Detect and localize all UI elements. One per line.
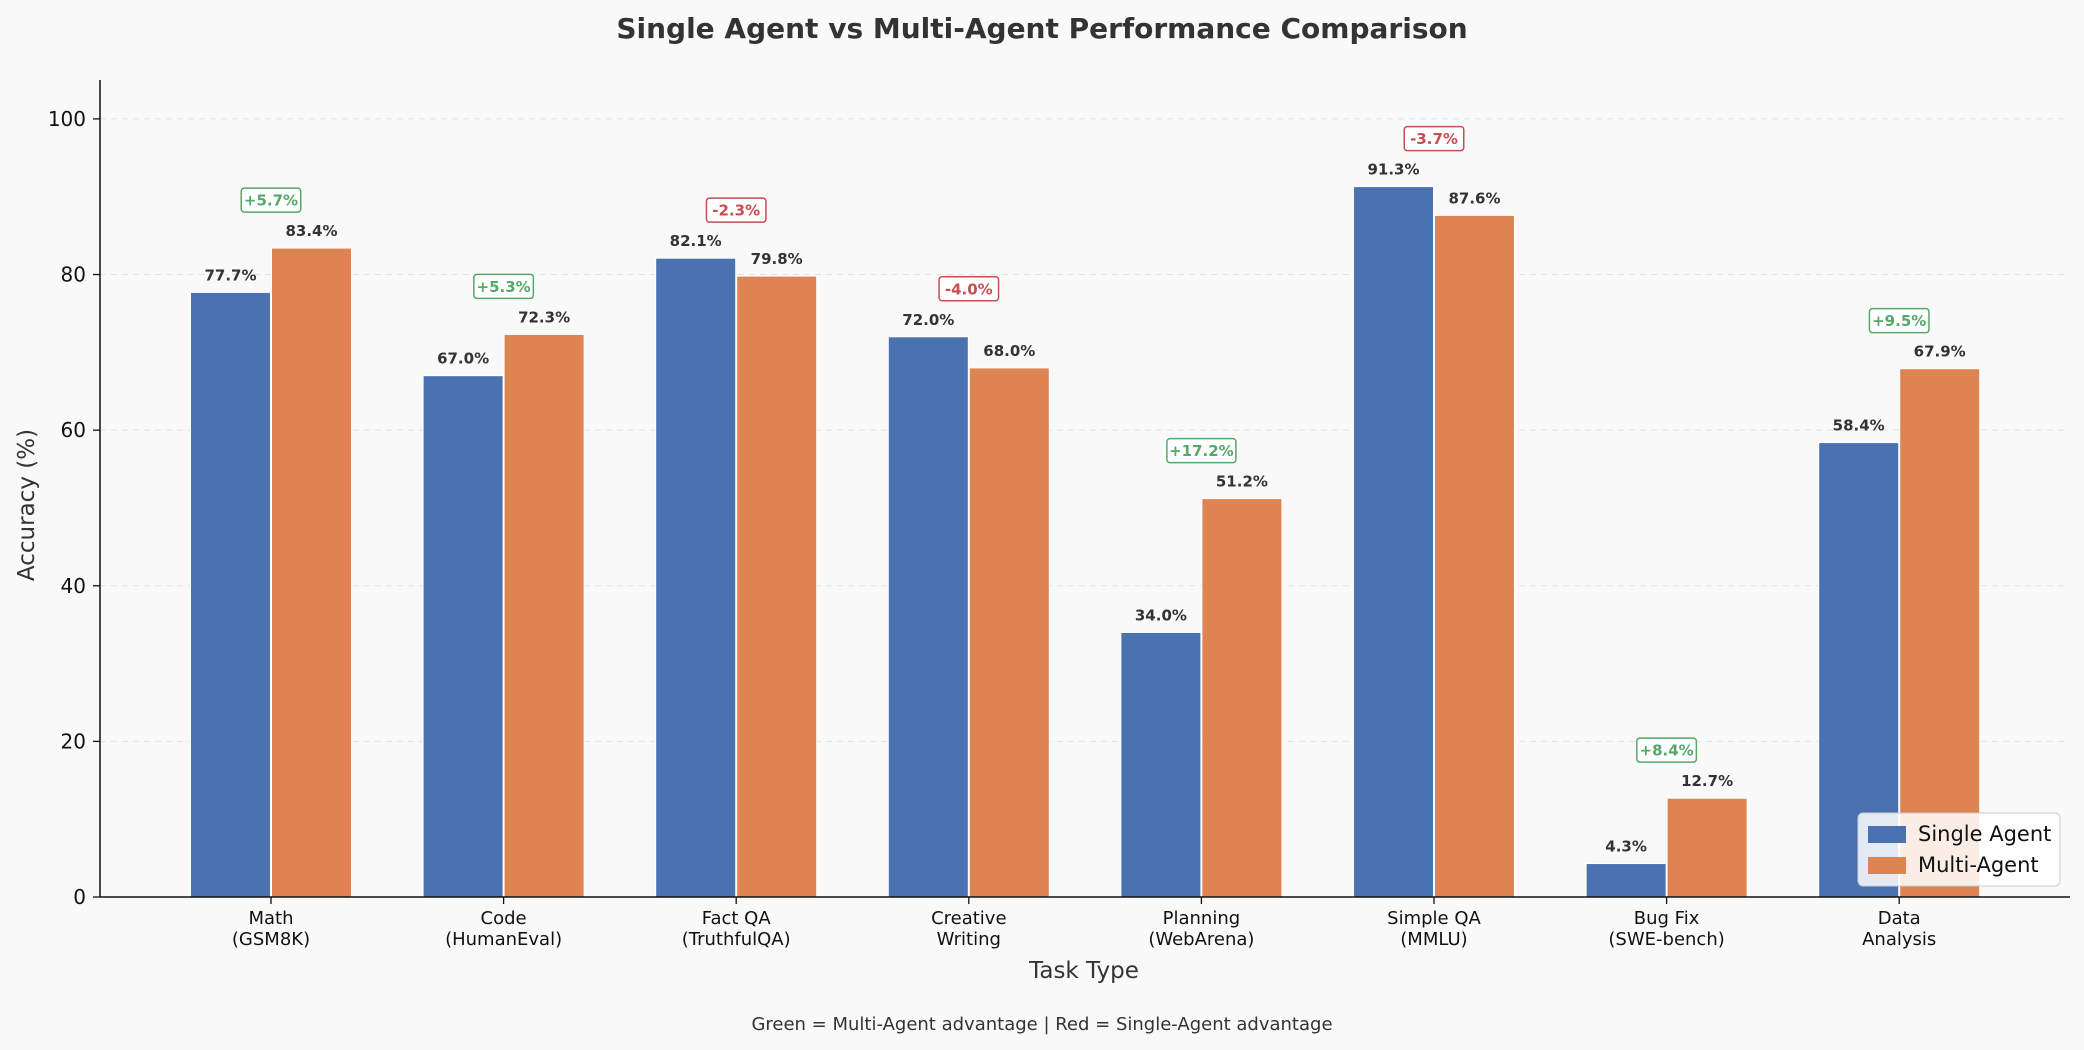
footnote: Green = Multi-Agent advantage | Red = Si…	[751, 1014, 1332, 1035]
difference-label: +5.3%	[477, 278, 531, 296]
badge-box	[473, 273, 535, 300]
difference-badge: +17.2%	[1166, 437, 1237, 464]
x-tick-label: Planning	[1163, 908, 1241, 929]
badge-box	[1403, 125, 1465, 152]
bar-multi-agent	[736, 275, 818, 898]
x-tick-label: (MMLU)	[1400, 929, 1467, 950]
axes	[99, 80, 2070, 898]
bar-single-agent	[887, 336, 969, 898]
bar-single-agent	[190, 291, 271, 898]
legend-label: Multi-Agent	[1918, 853, 2039, 877]
legend: Single Agent Multi-Agent	[1857, 812, 2061, 887]
value-labels: 77.7% 83.4% 67.0% 72.3% 82.1% 79.8% 72.0% 68.0%…	[204, 161, 1965, 856]
x-tick-label: Analysis	[1862, 929, 1936, 950]
value-label: 51.2%	[1216, 473, 1268, 491]
value-label: 72.0%	[902, 311, 954, 329]
bar-single-agent	[1585, 863, 1667, 898]
badge-box	[938, 276, 1000, 302]
x-axis-ticks: Math(GSM8K) Code(HumanEval) Fact QA(Truthf…	[232, 897, 1936, 950]
value-label: 67.9%	[1914, 343, 1966, 361]
bar-single-agent	[422, 375, 504, 898]
difference-badge: +5.3%	[473, 273, 535, 300]
value-label: 77.7%	[204, 266, 256, 284]
value-label: 68.0%	[983, 342, 1035, 360]
bar-multi-agent	[1434, 214, 1515, 898]
badge-box	[240, 187, 302, 213]
legend-label: Single Agent	[1918, 822, 2051, 846]
value-label: 58.4%	[1833, 417, 1885, 435]
difference-badge: -2.3%	[705, 197, 767, 223]
bars	[190, 186, 1981, 898]
difference-badges: +5.7% +5.3% -2.3% -4.0% +17.2% -3.7% +8.4% +9.5…	[240, 125, 1930, 763]
badge-box	[1868, 307, 1930, 334]
difference-label: -4.0%	[945, 280, 993, 298]
value-label: 79.8%	[751, 250, 803, 268]
x-tick-label: Fact QA	[702, 908, 772, 929]
bar-single-agent	[1353, 186, 1434, 898]
bar-single-agent	[655, 257, 737, 898]
bar-multi-agent	[1201, 498, 1283, 898]
difference-label: +17.2%	[1169, 442, 1234, 460]
x-tick-label: Code	[481, 908, 527, 929]
value-label: 12.7%	[1681, 772, 1733, 790]
value-label: 87.6%	[1448, 189, 1500, 207]
x-tick-label: Data	[1878, 908, 1921, 929]
difference-label: +9.5%	[1872, 312, 1926, 330]
difference-badge: +5.7%	[240, 187, 302, 213]
x-axis-label: Task Type	[1028, 958, 1139, 984]
x-tick-label: (WebArena)	[1148, 929, 1254, 950]
y-tick-label: 0	[73, 885, 86, 909]
value-label: 34.0%	[1135, 606, 1187, 624]
value-label: 4.3%	[1605, 838, 1647, 856]
bar-multi-agent	[1666, 797, 1748, 898]
difference-badge: +9.5%	[1868, 307, 1930, 334]
x-tick-label: (SWE-bench)	[1608, 929, 1724, 950]
difference-badge: +8.4%	[1636, 737, 1698, 763]
difference-badge: -3.7%	[1403, 125, 1465, 152]
value-label: 67.0%	[437, 350, 489, 368]
y-tick-label: 100	[48, 107, 86, 131]
bar-multi-agent	[503, 333, 585, 898]
y-tick-label: 80	[61, 263, 86, 287]
difference-label: -3.7%	[1410, 130, 1458, 148]
difference-label: +8.4%	[1640, 742, 1694, 760]
x-tick-label: Bug Fix	[1634, 908, 1700, 929]
gridlines	[100, 118, 2070, 742]
y-tick-label: 60	[61, 418, 86, 442]
y-tick-label: 20	[61, 729, 86, 753]
x-tick-label: Creative	[931, 908, 1006, 929]
value-label: 72.3%	[518, 308, 570, 326]
y-tick-label: 40	[61, 574, 86, 598]
bar-multi-agent	[1899, 368, 1981, 898]
value-label: 83.4%	[285, 222, 337, 240]
badge-box	[1636, 737, 1698, 763]
x-tick-label: (HumanEval)	[445, 929, 562, 950]
value-label: 82.1%	[670, 232, 722, 250]
x-tick-label: Writing	[937, 929, 1001, 950]
legend-swatch	[1868, 826, 1906, 843]
bar-multi-agent	[968, 367, 1050, 898]
x-tick-label: (TruthfulQA)	[682, 929, 791, 950]
difference-label: +5.7%	[244, 192, 298, 210]
badge-box	[1166, 437, 1237, 464]
x-tick-label: Math	[248, 908, 293, 929]
badge-box	[705, 197, 767, 223]
legend-box	[1857, 812, 2061, 887]
chart-title: Single Agent vs Multi-Agent Performance …	[616, 12, 1467, 45]
difference-label: -2.3%	[712, 202, 760, 220]
difference-badge: -4.0%	[938, 276, 1000, 302]
legend-swatch	[1868, 857, 1906, 874]
x-tick-label: Simple QA	[1387, 908, 1481, 929]
x-tick-label: (GSM8K)	[232, 929, 310, 950]
y-axis-ticks: 0 20 40 60 80 100	[48, 107, 100, 909]
y-axis-label: Accuracy (%)	[14, 429, 40, 581]
value-label: 91.3%	[1367, 161, 1419, 179]
bar-multi-agent	[271, 247, 352, 898]
bar-single-agent	[1120, 631, 1202, 898]
